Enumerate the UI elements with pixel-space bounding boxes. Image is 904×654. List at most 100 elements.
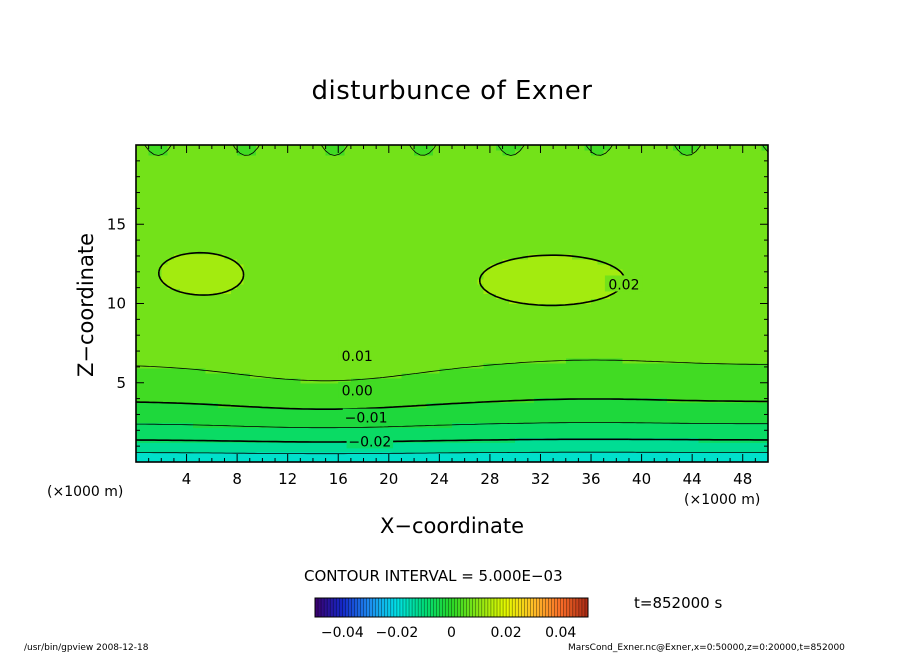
colorbar-swatch [424, 598, 428, 617]
contour-label-text: −0.01 [345, 411, 388, 427]
contour-label-text: 0.02 [608, 277, 639, 293]
colorbar-swatch [442, 598, 446, 617]
colorbar-swatch [451, 598, 456, 617]
colorbar-swatch [406, 598, 410, 617]
colorbar-swatch [324, 598, 328, 617]
colorbar-swatch [342, 598, 346, 617]
time-label: t=852000 s [634, 594, 723, 612]
x-tick-label: 20 [379, 470, 398, 488]
colorbar-swatch [466, 598, 471, 617]
colorbar-swatch [409, 598, 413, 617]
colorbar-swatch [490, 598, 495, 617]
colorbar-swatch [578, 598, 583, 617]
colorbar-swatch [448, 598, 452, 617]
colorbar-swatch [318, 598, 322, 617]
contour-label: −0.01 [342, 408, 390, 427]
axis-ticks [136, 145, 768, 462]
colorbar-swatch [569, 598, 574, 617]
contour-label: −0.02 [346, 432, 394, 450]
colorbar-swatch [503, 598, 507, 617]
colorbar-tick-label: 0 [447, 625, 456, 641]
colorbar-swatch [506, 598, 510, 617]
colorbar-swatch [457, 598, 462, 617]
y-axis-label: Z−coordinate [74, 233, 98, 377]
chart-title: disturbunce of Exner [311, 76, 593, 106]
colorbar-swatch [387, 598, 392, 617]
contour-label-text: −0.02 [348, 434, 391, 450]
colorbar-swatch [551, 598, 556, 617]
colorbar-swatch [584, 598, 589, 617]
colorbar-swatch [472, 598, 477, 617]
colorbar-swatch [542, 598, 547, 617]
colorbar-swatch [487, 598, 492, 617]
x-tick-label: 16 [329, 470, 348, 488]
colorbar-swatch [369, 598, 374, 617]
colorbar-swatch [527, 598, 531, 617]
contour-line [135, 438, 768, 443]
contour-lines [135, 144, 769, 455]
colorbar-tick-label: 0.04 [545, 625, 576, 641]
x-tick-label: 4 [182, 470, 192, 488]
contour-label: 0.02 [604, 275, 643, 293]
colorbar-tick-label: −0.04 [321, 625, 364, 641]
colorbar-swatch [521, 598, 525, 617]
x-tick-label: 36 [581, 470, 600, 488]
colorbar-swatch [533, 598, 537, 617]
colorbar-swatch [524, 598, 528, 617]
colorbar-frame [314, 597, 589, 618]
colorbar-swatch [418, 598, 422, 617]
colorbar-swatch [445, 598, 449, 617]
colorbar-swatch [518, 598, 522, 617]
colorbar-swatch [363, 598, 368, 617]
colorbar-swatch [393, 598, 398, 617]
colorbar-swatch [333, 598, 337, 617]
colorbar-swatch [581, 598, 586, 617]
x-tick-label: 8 [232, 470, 242, 488]
x-axis-label: X−coordinate [380, 514, 524, 538]
contour-line [158, 251, 626, 307]
y-tick-label: 5 [116, 374, 126, 392]
contour-fill [136, 145, 769, 463]
colorbar-swatch [372, 598, 377, 617]
colorbar-swatch [415, 598, 419, 617]
x-tick-label: 28 [480, 470, 499, 488]
colorbar-swatch [530, 598, 534, 617]
contour-line [135, 144, 769, 382]
x-tick-label: 48 [733, 470, 752, 488]
colorbar-swatch [366, 598, 371, 617]
colorbar-swatch [509, 598, 513, 617]
colorbar-swatch [351, 598, 355, 617]
colorbar-swatch [354, 598, 358, 617]
colorbar-swatch [460, 598, 465, 617]
x-tick-label: 32 [531, 470, 550, 488]
contour-label-text: 0.01 [342, 349, 373, 365]
contour-interval-label: CONTOUR INTERVAL = 5.000E−03 [304, 567, 563, 585]
colorbar-swatch [384, 598, 389, 617]
x-tick-label: 44 [683, 470, 702, 488]
colorbar-swatch [427, 598, 431, 617]
colorbar-swatch [402, 598, 407, 617]
colorbar-swatch [339, 598, 343, 617]
contour-line [136, 398, 768, 410]
footer-left: /usr/bin/gpview 2008-12-18 [24, 643, 149, 653]
colorbar-swatch [548, 598, 553, 617]
colorbar-swatch [357, 598, 361, 617]
colorbar-swatch [575, 598, 580, 617]
colorbar-swatch [469, 598, 474, 617]
colorbar-swatch [484, 598, 489, 617]
colorbar-swatch [463, 598, 468, 617]
colorbar-swatch [515, 598, 519, 617]
colorbar-swatch [381, 598, 386, 617]
contour-line [136, 422, 768, 429]
colorbar-swatch [375, 598, 380, 617]
colorbar-swatch [336, 598, 340, 617]
colorbar [314, 597, 589, 618]
colorbar-swatch [572, 598, 577, 617]
colorbar-swatch [390, 598, 395, 617]
x-axis-unit: (×1000 m) [684, 492, 761, 508]
contour-label: 0.00 [338, 381, 377, 400]
colorbar-swatch [497, 598, 501, 617]
colorbar-swatch [412, 598, 416, 617]
colorbar-swatch [421, 598, 425, 617]
colorbar-swatch [315, 598, 319, 617]
